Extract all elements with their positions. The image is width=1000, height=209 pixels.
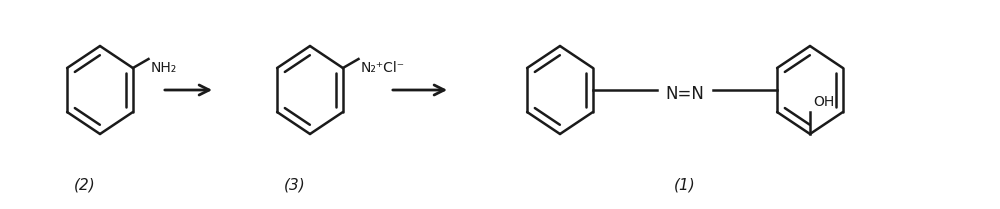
Text: (1): (1) [674,177,696,192]
Text: (2): (2) [74,177,96,192]
Text: N=N: N=N [666,85,704,103]
Text: NH₂: NH₂ [150,61,177,75]
Text: OH: OH [813,95,834,109]
Text: N₂⁺Cl⁻: N₂⁺Cl⁻ [360,61,405,75]
Text: (3): (3) [284,177,306,192]
